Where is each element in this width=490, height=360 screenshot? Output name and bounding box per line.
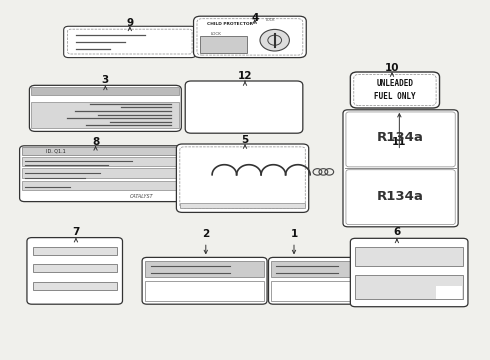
- FancyBboxPatch shape: [64, 26, 196, 58]
- Bar: [22, 181, 184, 190]
- Text: 2: 2: [202, 229, 209, 239]
- Text: CHILD PROTECTOR: CHILD PROTECTOR: [207, 22, 253, 26]
- Text: 6: 6: [393, 227, 400, 237]
- Text: LOCK: LOCK: [211, 32, 221, 36]
- Circle shape: [260, 30, 290, 51]
- Text: R134a: R134a: [377, 131, 424, 144]
- Text: 1: 1: [291, 229, 297, 239]
- FancyBboxPatch shape: [185, 81, 303, 133]
- Text: LOCK: LOCK: [266, 18, 275, 22]
- FancyBboxPatch shape: [20, 146, 186, 202]
- Bar: [22, 157, 184, 166]
- Bar: [31, 87, 179, 95]
- FancyBboxPatch shape: [194, 16, 306, 58]
- Text: 8: 8: [92, 137, 99, 147]
- FancyBboxPatch shape: [343, 110, 458, 227]
- Text: FUEL ONLY: FUEL ONLY: [374, 92, 416, 101]
- Text: 9: 9: [126, 18, 133, 28]
- Text: 3: 3: [102, 75, 109, 85]
- Text: ID. Q1.1: ID. Q1.1: [47, 148, 66, 153]
- Text: 10: 10: [385, 63, 399, 73]
- FancyBboxPatch shape: [27, 238, 122, 304]
- Bar: [145, 261, 264, 277]
- Bar: [31, 102, 179, 128]
- Bar: [200, 36, 247, 53]
- Text: R134a: R134a: [377, 190, 424, 203]
- Bar: [33, 247, 117, 255]
- Bar: [355, 275, 463, 298]
- Text: UNLEADED: UNLEADED: [376, 79, 414, 88]
- Bar: [355, 247, 463, 266]
- FancyBboxPatch shape: [350, 238, 468, 307]
- Text: 5: 5: [242, 135, 248, 145]
- Bar: [33, 264, 117, 272]
- FancyBboxPatch shape: [176, 144, 309, 212]
- FancyBboxPatch shape: [142, 257, 267, 304]
- FancyBboxPatch shape: [269, 257, 362, 304]
- Text: 12: 12: [238, 71, 252, 81]
- Bar: [180, 203, 305, 208]
- FancyBboxPatch shape: [350, 72, 440, 108]
- Bar: [436, 286, 462, 298]
- Bar: [33, 282, 117, 289]
- Bar: [271, 261, 359, 277]
- Text: 7: 7: [72, 227, 80, 237]
- Text: 11: 11: [392, 137, 407, 147]
- Bar: [22, 168, 184, 177]
- Bar: [22, 147, 184, 155]
- Text: 4: 4: [251, 13, 259, 23]
- Text: CATALYST: CATALYST: [129, 194, 153, 198]
- FancyBboxPatch shape: [29, 85, 181, 131]
- Bar: [145, 281, 264, 301]
- Bar: [271, 281, 359, 301]
